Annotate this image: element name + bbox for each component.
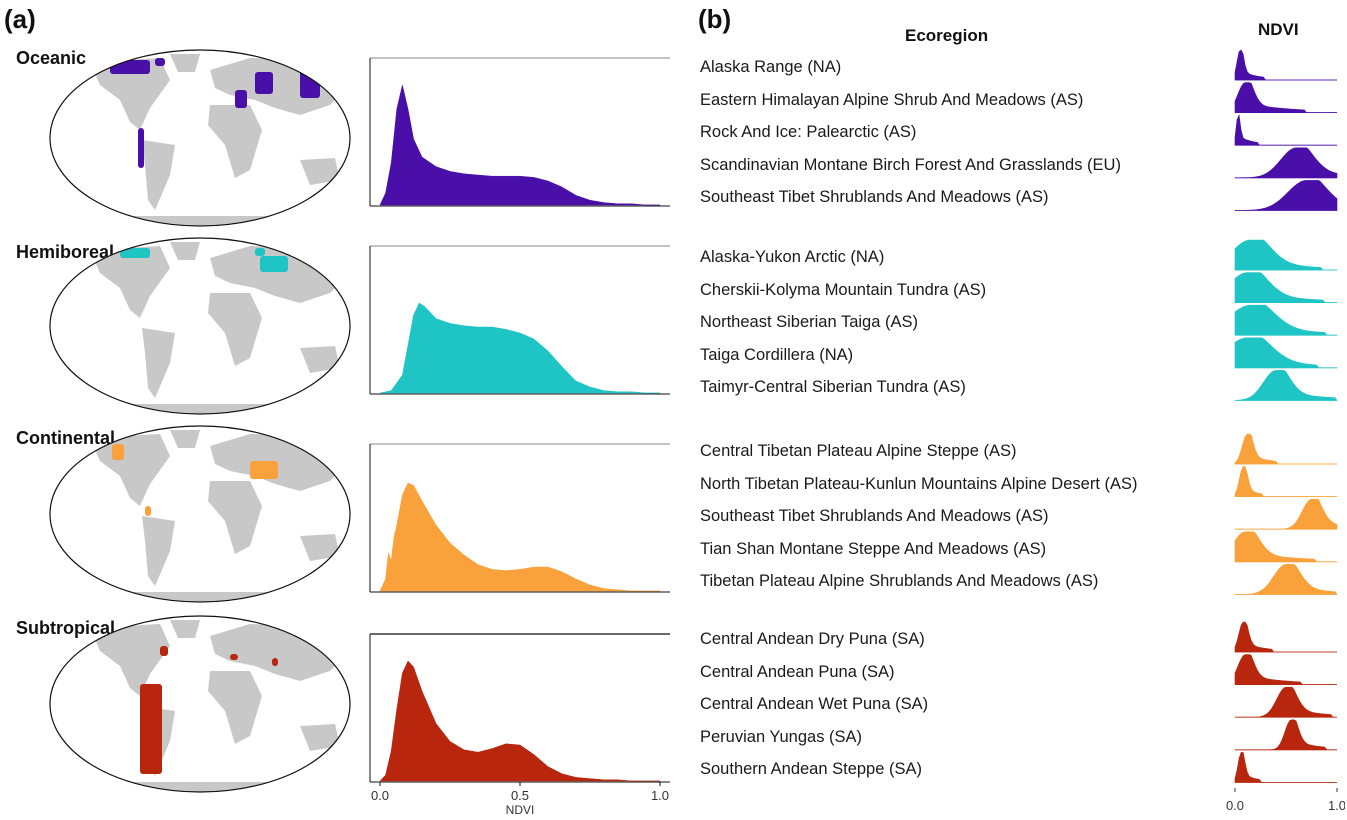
ridge [1234,370,1338,401]
ridge [1234,654,1337,685]
map-outline [49,615,351,793]
map-outline [49,425,351,603]
x-tick-label: 0.5 [511,788,529,803]
ridge [1235,686,1337,718]
ridge [1234,564,1338,595]
ecoregion-name: Southeast Tibet Shrublands And Meadows (… [700,507,1049,526]
world-map-continental [49,425,351,603]
density-plots: 0.0 0.5 1.0 NDVI [369,57,670,817]
ridge-x-tick-label: 1.0 [1328,798,1345,813]
ecoregion-name: Southeast Tibet Shrublands And Meadows (… [700,188,1049,207]
ecoregion-name: Alaska Range (NA) [700,58,842,76]
ecoregion-name: Eastern Himalayan Alpine Shrub And Meado… [700,90,1084,109]
world-map-hemiboreal [49,237,351,415]
world-maps [49,49,351,793]
ecoregion-name: Cherskii-Kolyma Mountain Tundra (AS) [700,280,987,299]
group-label-continental: Continental [16,428,115,448]
ridge [1234,531,1337,563]
ecoregion-name: Taimyr-Central Siberian Tundra (AS) [700,378,966,397]
ndvi-header: NDVI [1258,20,1299,39]
ecoregion-name: Northeast Siberian Taiga (AS) [700,313,918,332]
ridge-x-tick-label: 0.0 [1226,798,1244,813]
group-label-subtropical: Subtropical [16,618,116,638]
world-map-oceanic [49,49,351,227]
density-area-subtropical [379,660,660,782]
ecoregion-name: Central Andean Puna (SA) [700,662,895,681]
ridge [1234,337,1338,369]
x-tick-label: 1.0 [651,788,669,803]
panel-a-label: (a) [4,4,36,34]
ridge [1234,621,1337,653]
ridge [1234,304,1338,336]
ridge [1234,147,1338,179]
ecoregion-name: Central Andean Wet Puna (SA) [700,695,929,714]
ridge-plots: 0.0 1.0 [1226,49,1345,813]
ridge [1234,239,1338,271]
ecoregion-header: Ecoregion [905,26,989,45]
ecoregion-name: Tibetan Plateau Alpine Shrublands And Me… [700,572,1099,591]
ecoregion-name: Peruvian Yungas (SA) [700,727,863,746]
ridge [1234,466,1337,498]
x-axis-label: NDVI [506,803,535,817]
ridge [1234,82,1337,113]
ridge [1235,719,1337,751]
ecoregion-name: Central Andean Dry Puna (SA) [700,630,925,648]
ridge [1234,180,1338,211]
x-tick-label: 0.0 [371,788,389,803]
ridge [1234,433,1337,465]
density-panel-hemiboreal [369,245,670,395]
density-panel-continental [369,443,670,593]
density-area-oceanic [379,84,660,206]
ecoregion-name: Southern Andean Steppe (SA) [700,760,922,779]
ridge [1234,114,1337,146]
group-label-hemiboreal: Hemiboreal [16,242,115,262]
ridge [1234,752,1337,783]
ecoregion-name: Alaska-Yukon Arctic (NA) [700,248,885,266]
ridge [1234,49,1337,81]
ecoregion-name: Rock And Ice: Palearctic (AS) [700,123,917,142]
density-area-continental [379,482,660,592]
world-map-subtropical [49,615,351,793]
map-outline [49,49,351,227]
density-panel-oceanic [369,57,670,207]
panel-b-label: (b) [698,4,732,34]
ecoregion-name: Scandinavian Montane Birch Forest And Gr… [700,155,1121,174]
ridge [1235,498,1338,530]
ecoregion-name: Taiga Cordillera (NA) [700,345,854,364]
ecoregion-name: Tian Shan Montane Steppe And Meadows (AS… [700,539,1047,558]
group-label-oceanic: Oceanic [16,48,87,68]
density-panel-subtropical [369,633,670,783]
ecoregion-name: Central Tibetan Plateau Alpine Steppe (A… [700,442,1017,460]
ecoregion-name: North Tibetan Plateau-Kunlun Mountains A… [700,474,1138,493]
map-outline [49,237,351,415]
ridge [1234,272,1337,304]
density-area-hemiboreal [379,302,660,394]
